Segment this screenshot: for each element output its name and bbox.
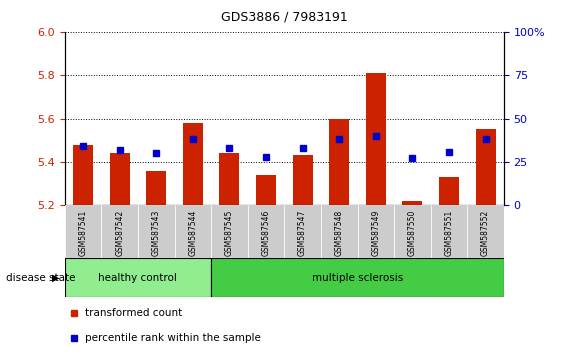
Text: GSM587551: GSM587551 bbox=[445, 210, 453, 256]
Text: GSM587544: GSM587544 bbox=[189, 210, 197, 256]
Text: GSM587549: GSM587549 bbox=[372, 210, 380, 256]
Bar bbox=[101, 205, 138, 258]
Bar bbox=[329, 119, 349, 205]
Text: GSM587543: GSM587543 bbox=[152, 210, 160, 256]
Text: GSM587545: GSM587545 bbox=[225, 210, 234, 256]
Bar bbox=[175, 205, 211, 258]
Bar bbox=[394, 205, 431, 258]
Bar bbox=[183, 123, 203, 205]
Bar bbox=[211, 258, 504, 297]
Text: disease state: disease state bbox=[6, 273, 78, 283]
Text: ▶: ▶ bbox=[52, 273, 59, 283]
Bar bbox=[439, 177, 459, 205]
Bar bbox=[146, 171, 166, 205]
Text: transformed count: transformed count bbox=[84, 308, 182, 318]
Text: GSM587541: GSM587541 bbox=[79, 210, 87, 256]
Bar bbox=[476, 130, 495, 205]
Text: multiple sclerosis: multiple sclerosis bbox=[312, 273, 403, 283]
Text: percentile rank within the sample: percentile rank within the sample bbox=[84, 333, 260, 343]
Bar bbox=[73, 144, 93, 205]
Bar bbox=[467, 205, 504, 258]
Text: GSM587548: GSM587548 bbox=[335, 210, 343, 256]
Bar bbox=[211, 205, 248, 258]
Text: GSM587542: GSM587542 bbox=[115, 210, 124, 256]
Bar bbox=[248, 205, 284, 258]
Text: GSM587547: GSM587547 bbox=[298, 210, 307, 256]
Text: GSM587546: GSM587546 bbox=[262, 210, 270, 256]
Bar bbox=[321, 205, 358, 258]
Bar bbox=[220, 153, 239, 205]
Bar bbox=[431, 205, 467, 258]
Bar bbox=[256, 175, 276, 205]
Bar bbox=[284, 205, 321, 258]
Text: GDS3886 / 7983191: GDS3886 / 7983191 bbox=[221, 11, 348, 24]
Text: GSM587552: GSM587552 bbox=[481, 210, 490, 256]
Bar bbox=[366, 73, 386, 205]
Bar bbox=[65, 205, 101, 258]
Bar bbox=[403, 201, 422, 205]
Text: GSM587550: GSM587550 bbox=[408, 210, 417, 256]
Bar bbox=[358, 205, 394, 258]
Bar bbox=[138, 205, 175, 258]
Bar bbox=[293, 155, 312, 205]
Bar bbox=[65, 258, 211, 297]
Bar bbox=[110, 153, 129, 205]
Text: healthy control: healthy control bbox=[99, 273, 177, 283]
